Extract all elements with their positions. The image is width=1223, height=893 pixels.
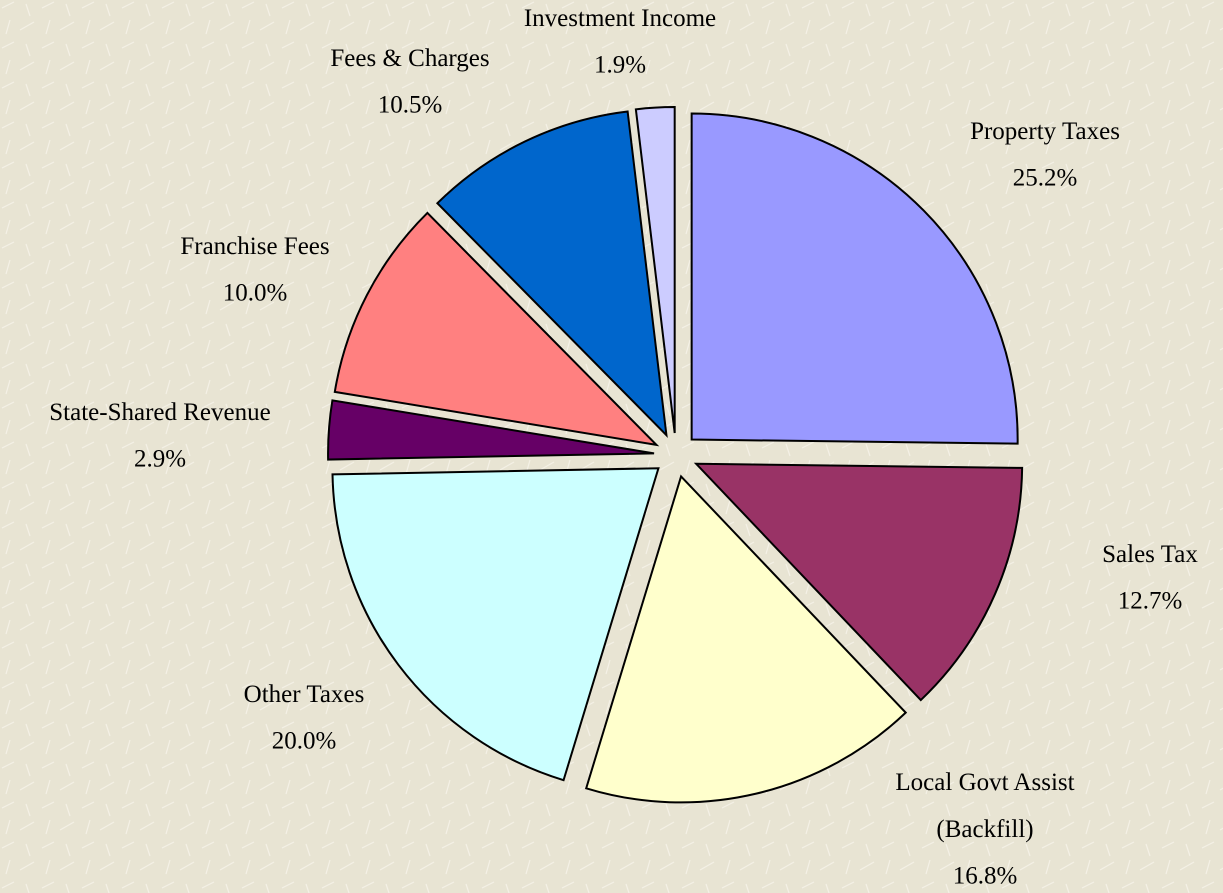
value-label: 2.9% [134,446,186,473]
slice-label-line: Property Taxes [970,118,1120,145]
slice-label: Investment Income [524,5,716,32]
slice-label: Sales Tax [1102,541,1198,568]
pie-slice [333,211,660,447]
value-label: 25.2% [1013,165,1078,192]
slice-label-line: (Backfill) [936,816,1033,843]
pie-slice [327,399,655,461]
slice-label: Other Taxes [244,681,365,708]
slice-label: Fees & Charges [330,45,489,72]
slice-label-line: Franchise Fees [180,233,329,260]
slice-label: Franchise Fees [180,233,329,260]
value-label: 10.0% [223,280,288,307]
slice-label-line: Other Taxes [244,681,365,708]
pie-slice [584,474,908,804]
pie-slice [693,462,1024,702]
pie-slice [690,112,1019,445]
slice-label: Local Govt Assist (Backfill) [895,769,1074,843]
slice-label-line: Local Govt Assist [895,769,1074,796]
value-label: 12.7% [1118,588,1183,615]
value-label: 20.0% [272,728,337,755]
slice-label: State-Shared Revenue [49,399,270,426]
slice-label-line: Investment Income [524,5,716,32]
slice-label-line: State-Shared Revenue [49,399,270,426]
pie-slice [435,110,668,438]
pie-slice [634,106,676,434]
value-label: 16.8% [953,863,1018,890]
slice-label-line: Sales Tax [1102,541,1198,568]
pie-slice [331,467,660,782]
slice-label-line: Fees & Charges [330,45,489,72]
value-label: 1.9% [594,52,646,79]
slice-label: Property Taxes [970,118,1120,145]
value-label: 10.5% [378,92,443,119]
